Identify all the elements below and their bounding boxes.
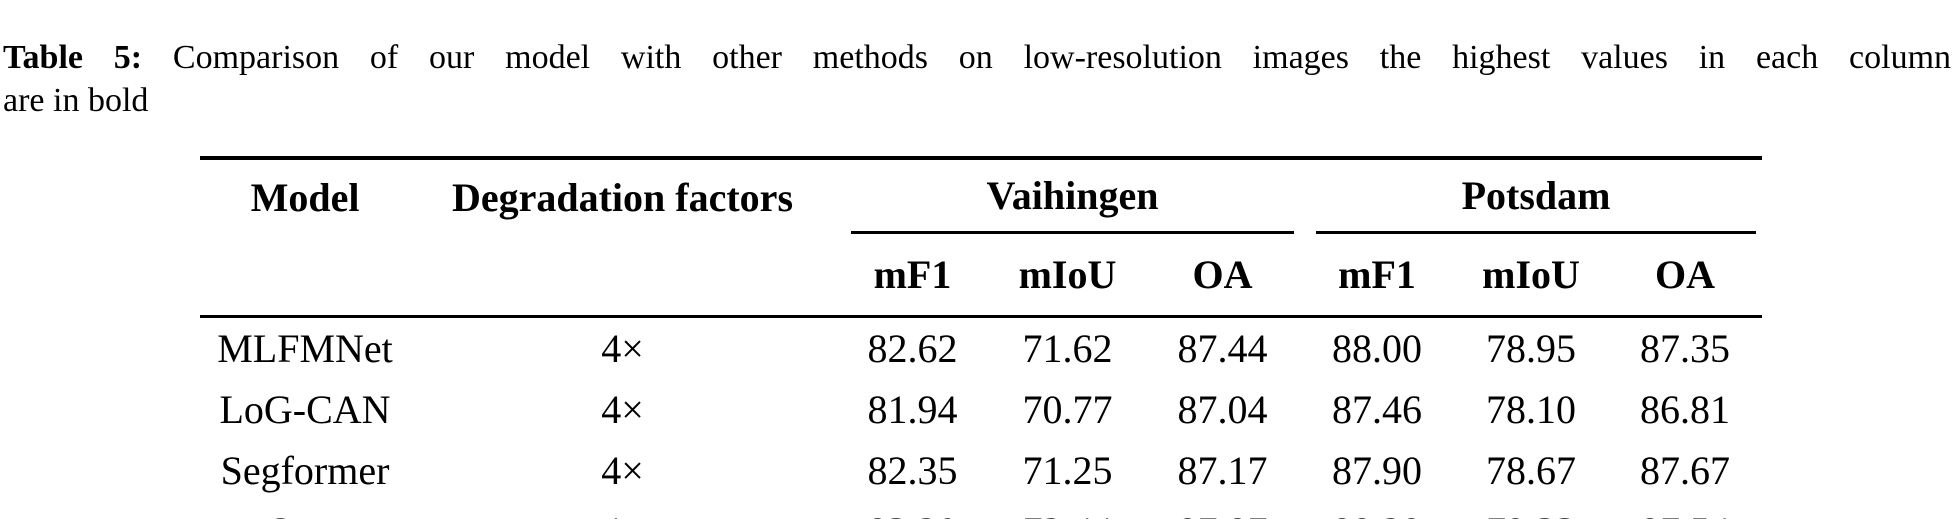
value-cell: 78.95 — [1486, 326, 1577, 371]
group-header-vaihingen: Vaihingen — [835, 158, 1300, 234]
value-cell: 83.20 — [835, 501, 990, 519]
degradation-cell: 4× — [601, 326, 644, 371]
header-row-metrics: mF1 mIoU OA mF1 mIoU OA — [200, 234, 1763, 318]
metric-header-potsdam-oa: OA — [1608, 234, 1763, 318]
value-cell: 87.17 — [1177, 448, 1268, 493]
table-caption-line1: Table 5: Comparison of our model with ot… — [3, 36, 1951, 79]
comparison-table: Model Degradation factors Vaihingen Pots… — [200, 156, 1763, 519]
value-cell: 78.67 — [1486, 448, 1577, 493]
value-cell: 82.62 — [867, 326, 958, 371]
value-cell: 87.46 — [1332, 387, 1423, 432]
value-cell: 87.87 — [1145, 501, 1300, 519]
table-row-mlfmnet: MLFMNet 4× 82.62 71.62 87.44 88.00 78.95… — [200, 317, 1762, 380]
table-caption-text: Comparison of our model with other metho… — [172, 39, 1952, 76]
column-header-degradation-factors: Degradation factors — [451, 174, 794, 220]
value-cell: 87.44 — [1177, 326, 1268, 371]
value-cell: 86.81 — [1640, 387, 1731, 432]
value-cell: 88.29 — [1300, 501, 1454, 519]
group-header-potsdam-label: Potsdam — [1461, 173, 1611, 218]
metric-header-vaihingen-miou: mIoU — [990, 234, 1145, 318]
table-row-ours: Ours 4× 83.20 72.44 87.87 88.29 79.33 87… — [200, 501, 1762, 519]
value-cell: 79.33 — [1454, 501, 1608, 519]
table-row-log-can: LoG-CAN 4× 81.94 70.77 87.04 87.46 78.10… — [200, 379, 1762, 440]
value-cell: 71.25 — [1022, 448, 1113, 493]
metric-header-vaihingen-mf1: mF1 — [835, 234, 990, 318]
value-cell: 71.62 — [1022, 326, 1113, 371]
group-header-potsdam: Potsdam — [1300, 158, 1762, 234]
metric-header-vaihingen-oa: OA — [1145, 234, 1301, 318]
value-cell: 87.67 — [1640, 448, 1731, 493]
degradation-cell: 4× — [410, 501, 835, 519]
value-cell: 87.04 — [1177, 387, 1268, 432]
value-cell: 87.90 — [1332, 448, 1423, 493]
metric-header-potsdam-miou: mIoU — [1454, 234, 1609, 318]
value-cell: 88.00 — [1332, 326, 1423, 371]
value-cell: 87.35 — [1640, 326, 1731, 371]
table-row-segformer: Segformer 4× 82.35 71.25 87.17 87.90 78.… — [200, 440, 1762, 501]
value-cell: 81.94 — [867, 387, 958, 432]
column-header-model: Model — [250, 174, 360, 220]
group-header-vaihingen-label: Vaihingen — [986, 173, 1159, 218]
header-row-groups: Model Degradation factors Vaihingen Pots… — [200, 158, 1762, 234]
metric-header-potsdam-mf1: mF1 — [1300, 234, 1455, 318]
model-cell: LoG-CAN — [219, 387, 391, 432]
degradation-cell: 4× — [601, 448, 644, 493]
value-cell: 70.77 — [1022, 387, 1113, 432]
empty-header-cell — [410, 234, 835, 318]
model-cell: MLFMNet — [217, 326, 393, 371]
model-cell: Ours — [200, 501, 410, 519]
degradation-cell: 4× — [601, 387, 644, 432]
table-caption-label: Table 5: — [3, 39, 143, 76]
value-cell: 82.35 — [867, 448, 958, 493]
model-cell: Segformer — [220, 448, 390, 493]
table-caption: Table 5: Comparison of our model with ot… — [0, 34, 1951, 122]
empty-header-cell — [200, 234, 410, 318]
value-cell: 78.10 — [1486, 387, 1577, 432]
value-cell: 72.44 — [990, 501, 1145, 519]
value-cell: 87.54 — [1608, 501, 1762, 519]
table-caption-line2: are in bold — [3, 82, 149, 119]
